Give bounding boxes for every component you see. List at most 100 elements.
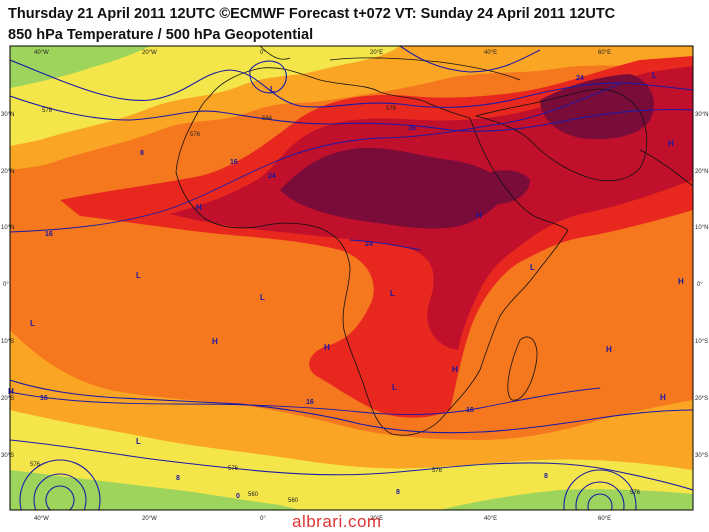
isotherm-16-south (10, 387, 601, 416)
axis-bottom: 40°W 20°W 0° 20°E 40°E 60°E (34, 516, 611, 522)
contour-low-sw-3 (19, 459, 101, 510)
isotherm-24-central (349, 239, 421, 251)
temp-label: 24 (576, 75, 584, 82)
temperature-band-green-south-east (440, 489, 693, 510)
tick-right-5: 20°S (695, 396, 708, 402)
geo-label: 560 (288, 498, 299, 504)
temp-label: 16 (40, 395, 48, 402)
temperature-band-yellow-south (10, 410, 693, 510)
temperature-band-maroon-sahara (280, 147, 510, 229)
chart-title-line-1: Thursday 21 April 2011 12UTC ©ECMWF Fore… (8, 6, 616, 22)
contour-576-south (10, 379, 693, 434)
tick-top-3: 20°E (370, 50, 383, 56)
mediterranean-coastline (329, 57, 521, 81)
high-center: H (452, 365, 458, 374)
temp-label: 8 (176, 475, 180, 482)
temperature-band-green-north (10, 46, 150, 88)
temperature-band-yellow-north-2 (180, 46, 300, 70)
tick-left-0: 30°N (1, 112, 14, 118)
isotherm-lines (10, 83, 621, 416)
temp-label: 0 (236, 493, 240, 500)
africa-coastline (175, 67, 569, 436)
tick-left-6: 30°S (1, 453, 14, 459)
contour-584-north (10, 95, 693, 132)
temp-label: 24 (365, 241, 373, 248)
high-center: H (606, 345, 612, 354)
contour-low-sw-2 (33, 473, 87, 510)
geopotential-value-labels: 576 576 576 576 576 576 576 584 560 560 (30, 106, 641, 504)
coastlines (175, 46, 693, 436)
temp-label: 16 (306, 399, 314, 406)
temp-label: 16 (45, 231, 53, 238)
tick-left-3: 0° (3, 282, 9, 288)
tick-right-0: 30°N (695, 112, 708, 118)
temperature-band-maroon-arabia (540, 74, 654, 140)
contour-low-sw-1 (45, 485, 75, 510)
contour-568-south (10, 439, 693, 491)
high-center: H (8, 387, 14, 396)
axis-right: 30°N 20°N 10°N 0° 10°S 20°S 30°S (695, 112, 708, 459)
temperature-band-maroon-sudan (469, 170, 530, 205)
tick-left-2: 10°N (1, 225, 14, 231)
high-center: H (668, 139, 674, 148)
india-coastline (639, 149, 693, 187)
low-center: L (390, 289, 395, 298)
chart-title-line-2: 850 hPa Temperature / 500 hPa Geopotenti… (8, 27, 314, 43)
geo-label: 576 (42, 108, 53, 114)
isotherm-16-north (10, 83, 621, 233)
high-center: H (678, 277, 684, 286)
low-center: L (530, 263, 535, 272)
contour-low-se-3 (563, 469, 637, 510)
high-center: H (660, 393, 666, 402)
tick-bottom-3: 20°E (370, 516, 383, 522)
tick-bottom-4: 40°E (484, 516, 497, 522)
tick-right-6: 30°S (695, 453, 708, 459)
temperature-field (10, 46, 693, 510)
high-center: H (324, 343, 330, 352)
temp-label: 16 (408, 125, 416, 132)
temp-label: 8 (544, 473, 548, 480)
contour-low-north (249, 60, 287, 94)
geo-label: 576 (432, 468, 443, 474)
geo-label: 576 (630, 490, 641, 496)
tick-left-4: 10°S (1, 339, 14, 345)
temp-label: 8 (396, 489, 400, 496)
tick-right-4: 10°S (695, 339, 708, 345)
geo-label: 576 (30, 462, 41, 468)
tick-top-1: 20°W (142, 50, 157, 56)
low-center: L (260, 293, 265, 302)
geopotential-contours (10, 46, 693, 510)
low-center: L (652, 71, 657, 80)
geo-label: 584 (262, 116, 273, 122)
iberia-coastline (259, 46, 291, 60)
tick-right-2: 10°N (695, 225, 708, 231)
temp-label: 16 (230, 159, 238, 166)
tick-bottom-5: 60°E (598, 516, 611, 522)
tick-bottom-0: 40°W (34, 516, 49, 522)
geo-label: 576 (190, 132, 201, 138)
temp-label: 16 (466, 407, 474, 414)
low-center: L (270, 85, 275, 94)
pressure-centers: L L L L L L L L L H H H H H H H H H H (8, 71, 684, 446)
contour-low-se-1 (587, 493, 613, 510)
low-center: L (30, 319, 35, 328)
temperature-band-yellow-north (10, 46, 400, 146)
tick-bottom-2: 0° (260, 516, 266, 522)
geo-label: 560 (248, 492, 259, 498)
map-frame (9, 45, 694, 511)
low-center: L (136, 271, 141, 280)
geo-label: 576 (386, 106, 397, 112)
low-center: L (392, 383, 397, 392)
temperature-band-green-south-west (10, 470, 300, 510)
tick-top-5: 60°E (598, 50, 611, 56)
contour-576-north (10, 59, 693, 108)
axis-top: 40°W 20°W 0° 20°E 40°E 60°E (34, 50, 611, 56)
high-center: H (212, 337, 218, 346)
tick-right-3: 0° (697, 282, 703, 288)
temp-label: 8 (140, 150, 144, 157)
low-center: L (136, 437, 141, 446)
watermark-text: albrari.com (292, 512, 382, 531)
axis-left: 30°N 20°N 10°N 0° 10°S 20°S 30°S (1, 112, 14, 459)
contour-560-north (399, 46, 541, 73)
